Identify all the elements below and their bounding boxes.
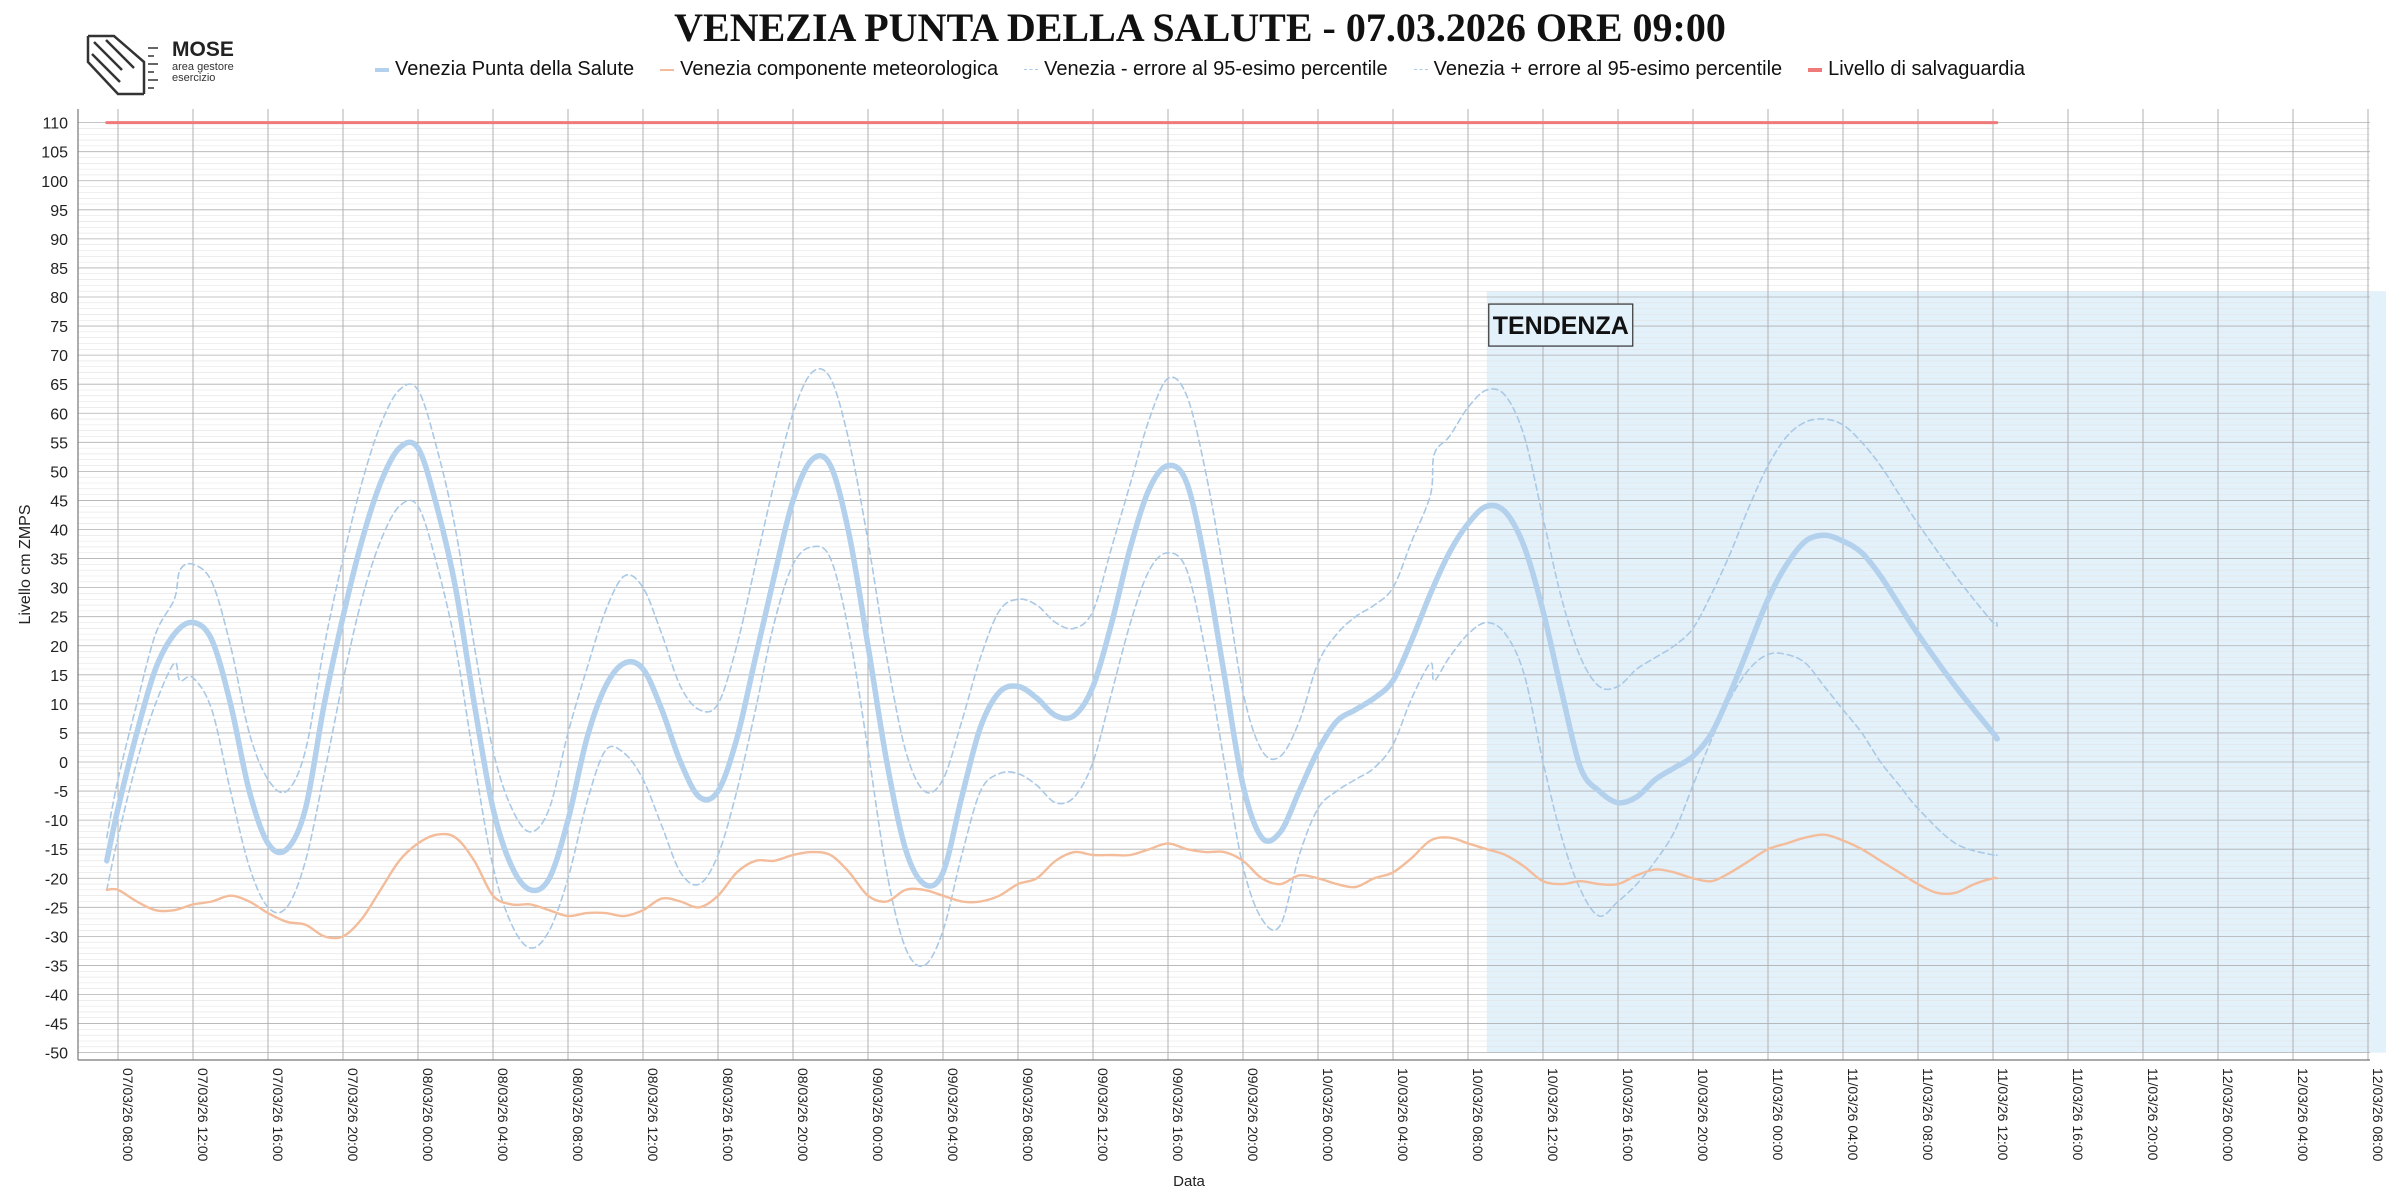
x-tick-label: 08/03/26 12:00 (645, 1068, 661, 1162)
legend-item-meteo: Venezia componente meteorologica (660, 58, 998, 81)
legend-item-main: Venezia Punta della Salute (375, 58, 634, 81)
legend-item-safeguard: Livello di salvaguardia (1808, 58, 2025, 81)
legend-label-meteo: Venezia componente meteorologica (680, 58, 999, 80)
y-tick-label: 30 (50, 581, 68, 598)
tendency-label-box (1488, 303, 1634, 347)
y-tick-label: 110 (42, 116, 68, 133)
legend-swatch-meteo (660, 68, 675, 71)
y-tick-label: 15 (50, 668, 68, 685)
y-tick-label: 0 (59, 755, 68, 772)
x-tick-label: 09/03/26 12:00 (1095, 1068, 1111, 1162)
x-tick-label: 10/03/26 12:00 (1545, 1068, 1561, 1162)
series-err-plus-line (105, 368, 1999, 839)
y-tick-label: 50 (50, 464, 68, 481)
x-tick-label: 07/03/26 12:00 (195, 1068, 211, 1162)
x-tick-label: 11/03/26 16:00 (2070, 1068, 2086, 1161)
x-tick-label: 09/03/26 00:00 (870, 1068, 886, 1162)
mose-logo-icon (86, 34, 158, 96)
y-axis-title: Livello cm ZMPS (17, 504, 34, 624)
logo-subtitle: area gestore esercizio (172, 62, 234, 84)
chart-legend: Venezia Punta della Salute Venezia compo… (0, 58, 2400, 81)
x-tick-label: 09/03/26 20:00 (1245, 1068, 1261, 1162)
y-tick-label: -15 (45, 842, 68, 859)
y-tick-label: 75 (50, 319, 68, 336)
x-tick-label: 08/03/26 08:00 (570, 1068, 586, 1162)
legend-item-err-minus: Venezia - errore al 95-esimo percentile (1024, 58, 1388, 81)
x-tick-label: 08/03/26 00:00 (420, 1068, 436, 1162)
y-tick-label: 100 (41, 174, 68, 191)
y-tick-label: 40 (50, 523, 68, 540)
y-tick-label: 70 (50, 348, 68, 365)
y-tick-label: 80 (50, 290, 68, 307)
logo-name: MOSE (172, 38, 234, 61)
legend-swatch-err-plus (1413, 69, 1428, 70)
legend-label-err-plus: Venezia + errore al 95-esimo percentile (1433, 58, 1783, 80)
x-tick-label: 12/03/26 08:00 (2370, 1068, 2386, 1162)
y-tick-label: -5 (54, 784, 68, 801)
x-tick-label: 08/03/26 20:00 (795, 1068, 811, 1162)
x-tick-label: 10/03/26 00:00 (1320, 1068, 1336, 1162)
x-tick-label: 07/03/26 20:00 (345, 1068, 361, 1162)
page-title: VENEZIA PUNTA DELLA SALUTE - 07.03.2026 … (674, 5, 1726, 50)
y-tick-label: -40 (45, 988, 68, 1005)
y-tick-label: 55 (50, 435, 68, 452)
y-tick-label: 65 (50, 377, 68, 394)
legend-swatch-safeguard (1808, 67, 1823, 72)
x-axis-title: Data (1173, 1173, 1205, 1190)
x-tick-label: 10/03/26 20:00 (1695, 1068, 1711, 1162)
y-tick-label: 35 (50, 552, 68, 569)
legend-label-main: Venezia Punta della Salute (395, 58, 635, 80)
x-tick-label: 11/03/26 00:00 (1770, 1068, 1786, 1161)
x-tick-label: 08/03/26 04:00 (495, 1068, 511, 1162)
x-tick-label: 07/03/26 16:00 (270, 1068, 286, 1162)
y-tick-label: 85 (50, 261, 68, 278)
y-tick-label: -10 (45, 813, 68, 830)
y-tick-label: 95 (50, 203, 68, 220)
y-tick-label: -30 (45, 929, 68, 946)
y-tick-label: -35 (45, 958, 68, 975)
y-tick-label: -45 (45, 1017, 68, 1034)
y-tick-label: 25 (50, 610, 68, 627)
y-tick-label: 105 (41, 145, 68, 162)
tendency-region (1486, 291, 2386, 1053)
legend-swatch-main (375, 67, 390, 72)
logo-line-1: area gestore (172, 61, 234, 73)
legend-label-err-minus: Venezia - errore al 95-esimo percentile (1044, 58, 1388, 80)
x-tick-label: 11/03/26 12:00 (1995, 1068, 2011, 1161)
legend-item-err-plus: Venezia + errore al 95-esimo percentile (1413, 58, 1783, 81)
x-tick-label: 09/03/26 08:00 (1020, 1068, 1036, 1162)
x-tick-label: 10/03/26 16:00 (1620, 1068, 1636, 1162)
tendency-label: TENDENZA (1493, 312, 1629, 340)
x-tick-label: 09/03/26 04:00 (945, 1068, 961, 1162)
x-tick-label: 11/03/26 04:00 (1845, 1068, 1861, 1161)
y-tick-label: 90 (50, 232, 68, 249)
y-tick-label: 20 (50, 639, 68, 656)
x-tick-label: 08/03/26 16:00 (720, 1068, 736, 1162)
y-tick-label: -50 (45, 1046, 68, 1063)
logo-line-2: esercizio (172, 72, 216, 84)
y-tick-label: -20 (45, 871, 68, 888)
mose-logo: MOSE area gestore esercizio (84, 32, 254, 98)
x-tick-label: 09/03/26 16:00 (1170, 1068, 1186, 1162)
x-tick-label: 12/03/26 04:00 (2295, 1068, 2311, 1162)
legend-swatch-err-minus (1024, 69, 1039, 70)
x-tick-label: 10/03/26 08:00 (1470, 1068, 1486, 1162)
x-tick-label: 10/03/26 04:00 (1395, 1068, 1411, 1162)
y-tick-label: -25 (45, 900, 68, 917)
y-tick-label: 10 (50, 697, 68, 714)
series-err-minus-line (105, 499, 1999, 967)
y-tick-label: 45 (50, 493, 68, 510)
y-tick-label: 60 (50, 406, 68, 423)
y-tick-label: 5 (59, 726, 68, 743)
x-tick-label: 07/03/26 08:00 (120, 1068, 136, 1162)
x-tick-label: 11/03/26 08:00 (1920, 1068, 1936, 1161)
series-main-line (104, 439, 2000, 894)
x-tick-label: 11/03/26 20:00 (2145, 1068, 2161, 1161)
legend-label-safeguard: Livello di salvaguardia (1828, 58, 2025, 80)
series-meteo-line (105, 832, 1998, 940)
x-tick-label: 12/03/26 00:00 (2220, 1068, 2236, 1162)
